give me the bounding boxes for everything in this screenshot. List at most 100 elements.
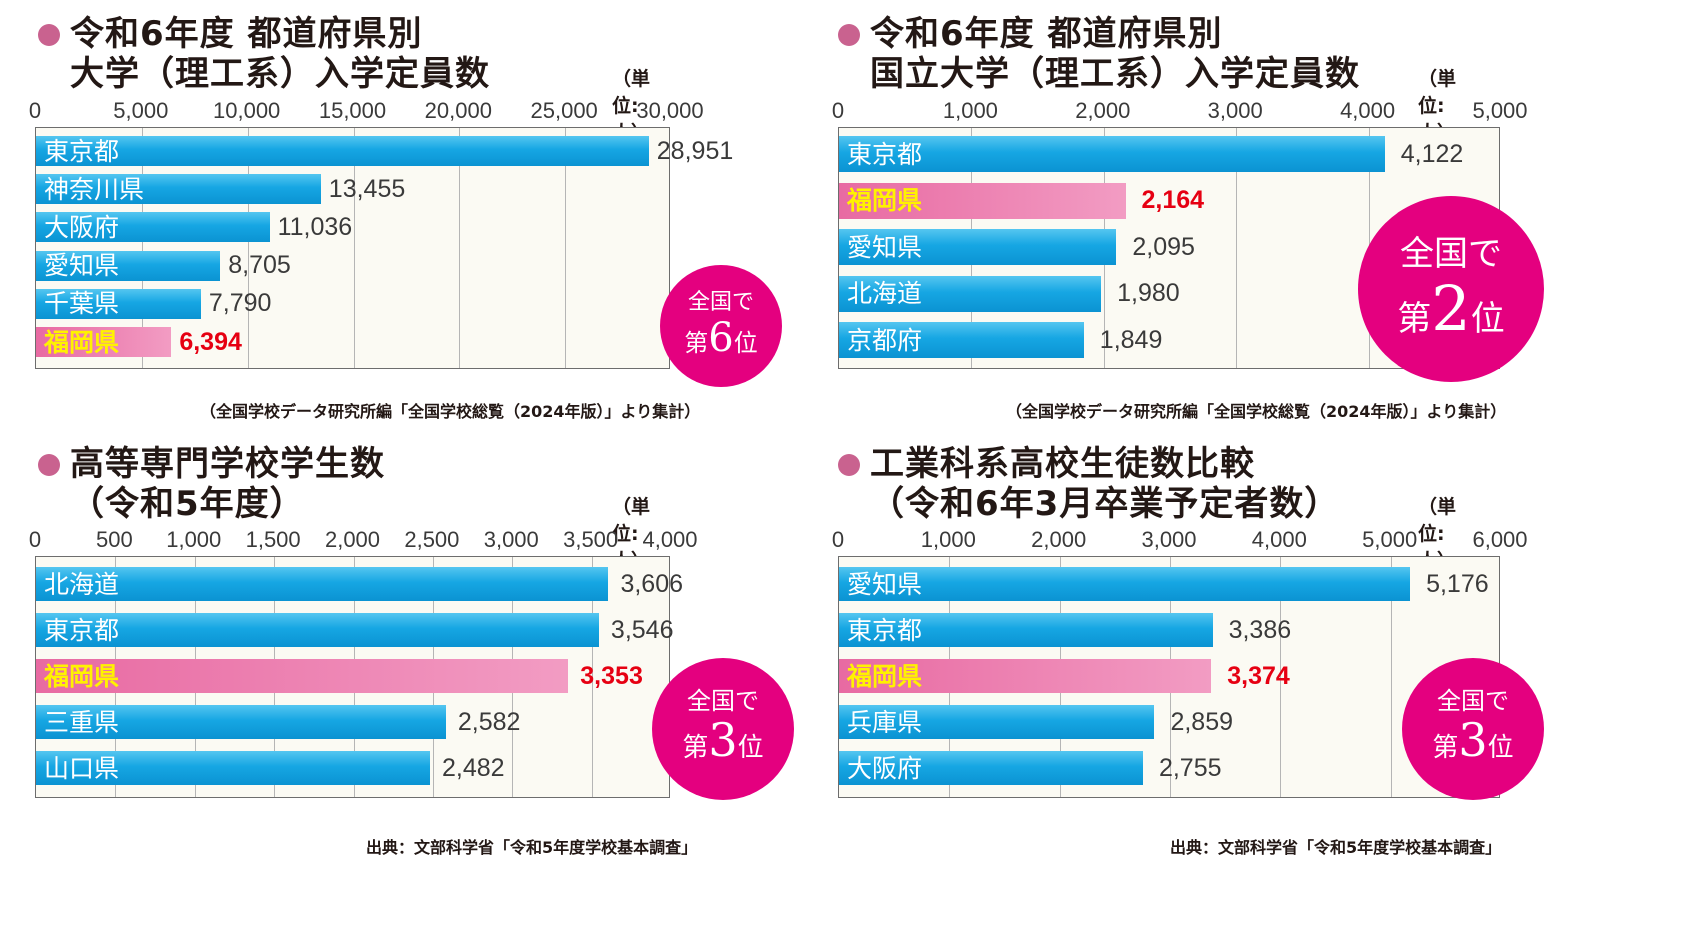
- category-label: 北海道: [847, 279, 923, 308]
- chart-title-text: 高等専門学校学生数 （令和5年度）: [70, 444, 385, 524]
- title-bullet-icon: [838, 454, 860, 476]
- value-label: 1,980: [1117, 279, 1180, 307]
- bar: [36, 567, 609, 601]
- x-tick-label: 6,000: [1472, 527, 1528, 552]
- source-note: 出典：文部科学省「令和5年度学校基本調査」: [366, 838, 698, 857]
- x-tick-label: 30,000: [636, 98, 704, 123]
- category-label: 大阪府: [44, 212, 120, 242]
- value-label: 6,394: [179, 327, 242, 356]
- category-label: 山口県: [44, 753, 120, 783]
- title-bullet-icon: [38, 24, 60, 46]
- gridline: [247, 128, 249, 368]
- badge-rank-prefix: 第: [1397, 298, 1432, 339]
- chart-title-text: 令和6年度 都道府県別 国立大学（理工系）入学定員数: [870, 14, 1360, 94]
- bar: [36, 613, 599, 647]
- bar: [36, 250, 221, 281]
- plot-area: 東京都 28,951 神奈川県 13,455 大阪府 11,036 愛知県 8,705 千葉県 7…: [35, 127, 733, 369]
- x-tick-label: 3,000: [483, 527, 539, 552]
- chart-title-line: 高等専門学校学生数: [70, 444, 385, 484]
- rank-badge: 全国で 第2位: [1358, 196, 1544, 382]
- chart-title-line: （令和6年3月卒業予定者数）: [870, 484, 1340, 524]
- x-tick-label: 5,000: [113, 98, 169, 123]
- value-label: 3,353: [580, 661, 643, 690]
- category-label: 東京都: [847, 615, 923, 645]
- x-tick-label: 5,000: [1362, 527, 1418, 552]
- gridline: [459, 128, 461, 368]
- rank-badge: 全国で 第3位: [652, 658, 794, 800]
- x-tick-label: 3,000: [1207, 98, 1263, 123]
- value-label: 7,790: [208, 289, 272, 318]
- x-tick-label: 1,500: [245, 527, 301, 552]
- gridline: [565, 128, 567, 368]
- chart-title-text: 令和6年度 都道府県別 大学（理工系）入学定員数: [70, 14, 490, 94]
- value-label: 5,176: [1426, 569, 1489, 598]
- value-label: 1,849: [1099, 325, 1163, 354]
- x-tick-label: 3,000: [1141, 527, 1197, 552]
- badge-rank-number: 3: [1458, 713, 1488, 767]
- plot-area: 北海道 3,606 東京都 3,546 福岡県 3,353 三重県 2,582 山口県 2,482: [35, 556, 683, 798]
- bar: [839, 705, 1155, 739]
- chart-title-line: （令和5年度）: [70, 484, 305, 524]
- x-tick-label: 500: [96, 527, 133, 552]
- badge-rank-suffix: 位: [733, 328, 758, 357]
- value-label: 8,705: [228, 251, 291, 280]
- bar: [36, 136, 649, 166]
- badge-rank-number: 2: [1431, 271, 1471, 345]
- x-tick-label: 4,000: [1251, 527, 1307, 552]
- category-label: 愛知県: [44, 251, 120, 281]
- badge-rank-suffix: 位: [1487, 733, 1514, 763]
- value-label: 4,122: [1400, 139, 1464, 168]
- title-bullet-icon: [838, 24, 860, 46]
- x-tick-label: 0: [28, 98, 42, 123]
- chart-title-line: 国立大学（理工系）入学定員数: [870, 54, 1360, 94]
- bar: [839, 751, 1143, 785]
- badge-text: 全国で: [687, 290, 754, 315]
- plot-area: 愛知県 5,176 東京都 3,386 福岡県 3,374 兵庫県 2,859 大阪府 2,755: [838, 556, 1500, 798]
- gridline: [353, 128, 355, 368]
- bar: [36, 212, 270, 243]
- x-tick-label: 2,000: [1031, 527, 1087, 552]
- category-label: 東京都: [44, 136, 120, 166]
- x-tick-label: 1,000: [166, 527, 222, 552]
- value-label: 2,859: [1170, 707, 1233, 736]
- bar: [36, 327, 172, 357]
- rank-badge: 全国で 第3位: [1402, 658, 1544, 800]
- x-tick-label: 2,000: [1075, 98, 1131, 123]
- category-label: 兵庫県: [847, 707, 923, 737]
- chart-title-line: 大学（理工系）入学定員数: [70, 54, 490, 94]
- x-tick-label: 0: [831, 98, 845, 123]
- rank-badge: 全国で 第6位: [660, 265, 782, 387]
- value-label: 28,951: [656, 136, 734, 165]
- chart-title: 工業科系高校生徒数比較 （令和6年3月卒業予定者数）: [838, 444, 1339, 524]
- x-tick-label: 2,000: [324, 527, 381, 552]
- badge-rank: 第3位: [1402, 716, 1544, 775]
- bar: [839, 659, 1212, 693]
- badge-rank: 第2位: [1358, 275, 1544, 357]
- x-tick-label: 4,000: [1340, 98, 1396, 123]
- bar: [36, 751, 431, 785]
- category-label: 神奈川県: [44, 174, 145, 204]
- source-note: （全国学校データ研究所編「全国学校総覧（2024年版）」より集計）: [1006, 402, 1507, 421]
- x-tick-label: 0: [28, 527, 42, 552]
- bar: [839, 229, 1117, 265]
- badge-text: 全国で: [687, 687, 759, 715]
- gridline: [591, 557, 593, 797]
- x-tick-label: 2,500: [404, 527, 460, 552]
- category-label: 福岡県: [44, 661, 120, 691]
- chart-title: 令和6年度 都道府県別 大学（理工系）入学定員数: [38, 14, 490, 94]
- value-label: 11,036: [277, 212, 353, 241]
- value-label: 2,095: [1132, 232, 1195, 261]
- bar: [839, 182, 1126, 219]
- gridline: [1236, 128, 1238, 368]
- value-label: 2,482: [442, 753, 505, 782]
- badge-rank-number: 6: [708, 314, 734, 361]
- x-tick-label: 5,000: [1472, 98, 1528, 123]
- category-label: 東京都: [44, 615, 120, 645]
- x-tick-label: 4,000: [642, 527, 698, 552]
- bar: [839, 322, 1084, 358]
- value-label: 3,386: [1228, 615, 1292, 644]
- badge-text: 全国で: [1400, 234, 1502, 274]
- source-note: （全国学校データ研究所編「全国学校総覧（2024年版）」より集計）: [200, 402, 701, 421]
- bar: [36, 705, 446, 739]
- x-tick-label: 20,000: [424, 98, 492, 123]
